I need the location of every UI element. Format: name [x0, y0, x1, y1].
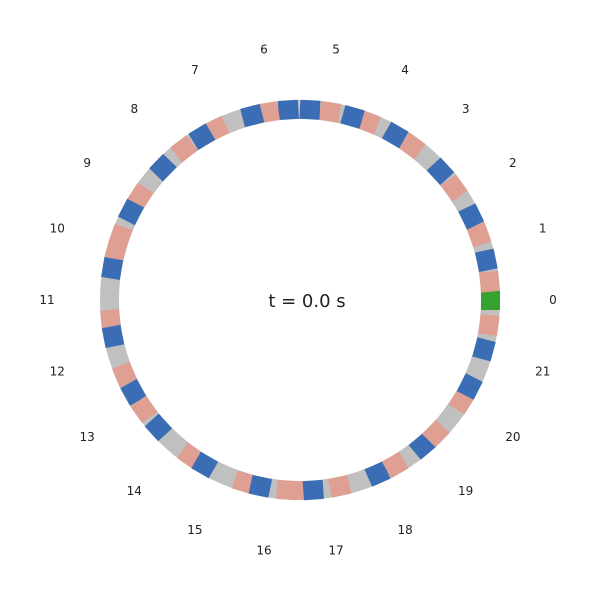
vehicles-layer	[100, 99, 501, 501]
vehicle-blue	[120, 379, 147, 406]
section-label: 11	[39, 293, 54, 307]
section-label: 17	[328, 543, 343, 557]
section-label: 5	[332, 43, 340, 57]
vehicle-pink	[130, 395, 158, 423]
vehicle-pink	[100, 308, 122, 331]
vehicle-blue	[149, 153, 177, 182]
vehicle-blue	[458, 203, 485, 230]
vehicle-blue	[101, 324, 125, 348]
section-label: 18	[397, 523, 412, 537]
vehicle-pink	[381, 451, 409, 479]
vehicle-pink	[327, 474, 352, 498]
vehicle-blue	[117, 198, 145, 226]
section-label: 9	[83, 156, 91, 170]
vehicle-blue	[364, 461, 391, 487]
vehicle-blue	[426, 157, 455, 186]
section-label: 20	[505, 430, 520, 444]
vehicle-pink	[318, 100, 342, 123]
time-label: t = 0.0 s	[268, 291, 345, 312]
track-inner	[119, 119, 481, 481]
vehicle-blue	[456, 373, 483, 400]
vehicle-pink	[440, 174, 468, 202]
vehicle-green	[481, 290, 500, 310]
vehicle-blue	[340, 104, 365, 129]
section-label: 8	[130, 102, 138, 116]
vehicle-pink	[170, 135, 198, 163]
section-label: 13	[80, 430, 95, 444]
section-label: 16	[256, 543, 271, 557]
section-label: 3	[462, 102, 470, 116]
vehicle-blue	[299, 99, 321, 120]
section-label: 15	[187, 523, 202, 537]
vehicle-pink	[478, 313, 500, 337]
vehicle-blue	[191, 451, 219, 479]
vehicle-blue	[472, 337, 496, 362]
vehicle-blue	[302, 479, 324, 501]
vehicle-blue	[240, 103, 265, 128]
section-label: 10	[50, 222, 65, 236]
vehicle-blue	[188, 123, 216, 151]
vehicle-blue	[381, 121, 409, 149]
vehicle-pink	[422, 419, 450, 448]
vehicle-pink	[466, 222, 492, 248]
vehicle-pink	[111, 361, 138, 388]
section-label: 4	[401, 63, 409, 77]
vehicle-blue	[248, 474, 273, 498]
vehicle-blue	[144, 413, 173, 442]
section-label: 0	[549, 293, 557, 307]
section-label: 14	[127, 484, 142, 498]
section-label: 7	[191, 63, 199, 77]
section-label: 12	[50, 364, 65, 378]
vehicle-pink	[398, 132, 426, 160]
vehicle-blue	[101, 257, 124, 280]
section-label: 1	[539, 222, 547, 236]
vehicle-blue	[277, 99, 299, 120]
vehicle-pink	[479, 270, 501, 293]
section-label: 6	[260, 43, 268, 57]
section-label: 19	[458, 484, 473, 498]
section-label: 21	[535, 364, 550, 378]
section-label: 2	[509, 156, 517, 170]
vehicle-pink	[104, 238, 128, 263]
vehicle-blue	[474, 248, 498, 273]
